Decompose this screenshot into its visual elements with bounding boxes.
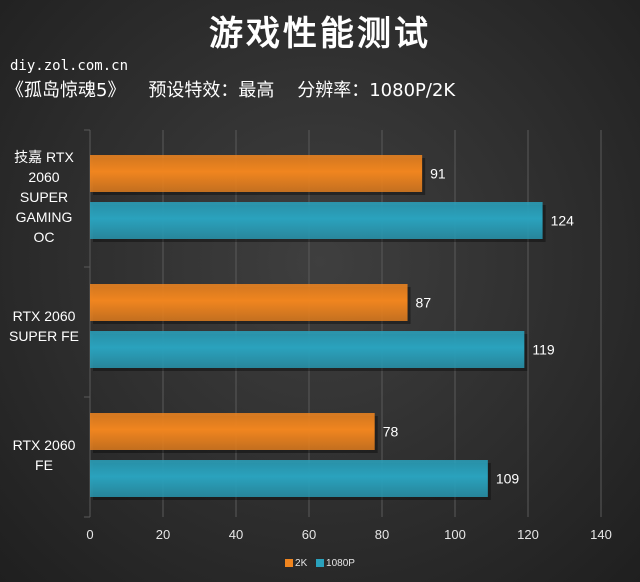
legend-label-1080p: 1080P bbox=[326, 558, 355, 569]
data-label-1080p-2: 109 bbox=[496, 471, 520, 487]
x-tick-label-20: 20 bbox=[156, 527, 170, 542]
legend-swatch-2k bbox=[285, 559, 294, 567]
category-label-line: RTX 2060 bbox=[12, 437, 76, 453]
category-label-2: RTX 2060 FE bbox=[4, 435, 84, 475]
chart-subtitle: 《孤岛惊魂5》 预设特效：最高 分辨率：1080P/2K bbox=[6, 80, 456, 101]
bar-2k-0 bbox=[90, 155, 423, 192]
source-site: diy.zol.com.cn bbox=[10, 58, 129, 74]
category-label-line: FE bbox=[35, 457, 53, 473]
data-label-2k-2: 78 bbox=[383, 424, 399, 440]
bar-1080p-1 bbox=[90, 331, 525, 368]
category-label-1: RTX 2060 SUPER FE bbox=[4, 306, 84, 346]
x-tick-label-60: 60 bbox=[302, 527, 316, 542]
x-tick-label-140: 140 bbox=[590, 527, 612, 542]
legend-item-2k: 2K bbox=[285, 558, 310, 569]
data-label-2k-0: 91 bbox=[430, 166, 446, 182]
bar-1080p-2 bbox=[90, 460, 488, 497]
category-label-0: 技嘉 RTX 2060 SUPER GAMING OC bbox=[4, 147, 84, 247]
category-label-line: 技嘉 RTX bbox=[14, 149, 74, 165]
data-label-2k-1: 87 bbox=[416, 295, 432, 311]
x-tick-label-40: 40 bbox=[229, 527, 243, 542]
x-tick-label-0: 0 bbox=[86, 527, 93, 542]
x-tick-label-100: 100 bbox=[444, 527, 466, 542]
legend-label-2k: 2K bbox=[295, 558, 308, 569]
data-label-1080p-1: 119 bbox=[532, 342, 555, 358]
bar-2k-2 bbox=[90, 413, 375, 450]
legend: 2K 1080P bbox=[0, 558, 640, 569]
bar-1080p-0 bbox=[90, 202, 543, 239]
category-label-line: 2060 bbox=[28, 169, 60, 185]
category-label-line: SUPER bbox=[19, 189, 69, 205]
legend-swatch-1080p bbox=[316, 559, 325, 567]
data-label-1080p-0: 124 bbox=[551, 213, 575, 229]
x-tick-label-120: 120 bbox=[517, 527, 539, 542]
category-label-line: RTX 2060 bbox=[12, 308, 76, 324]
x-tick-label-80: 80 bbox=[375, 527, 389, 542]
chart-title: 游戏性能测试 bbox=[209, 14, 431, 54]
category-label-line: GAMING bbox=[15, 209, 73, 225]
category-label-line: SUPER FE bbox=[8, 328, 79, 344]
category-label-line: OC bbox=[33, 229, 55, 245]
legend-item-1080p: 1080P bbox=[316, 558, 355, 569]
bar-2k-1 bbox=[90, 284, 408, 321]
